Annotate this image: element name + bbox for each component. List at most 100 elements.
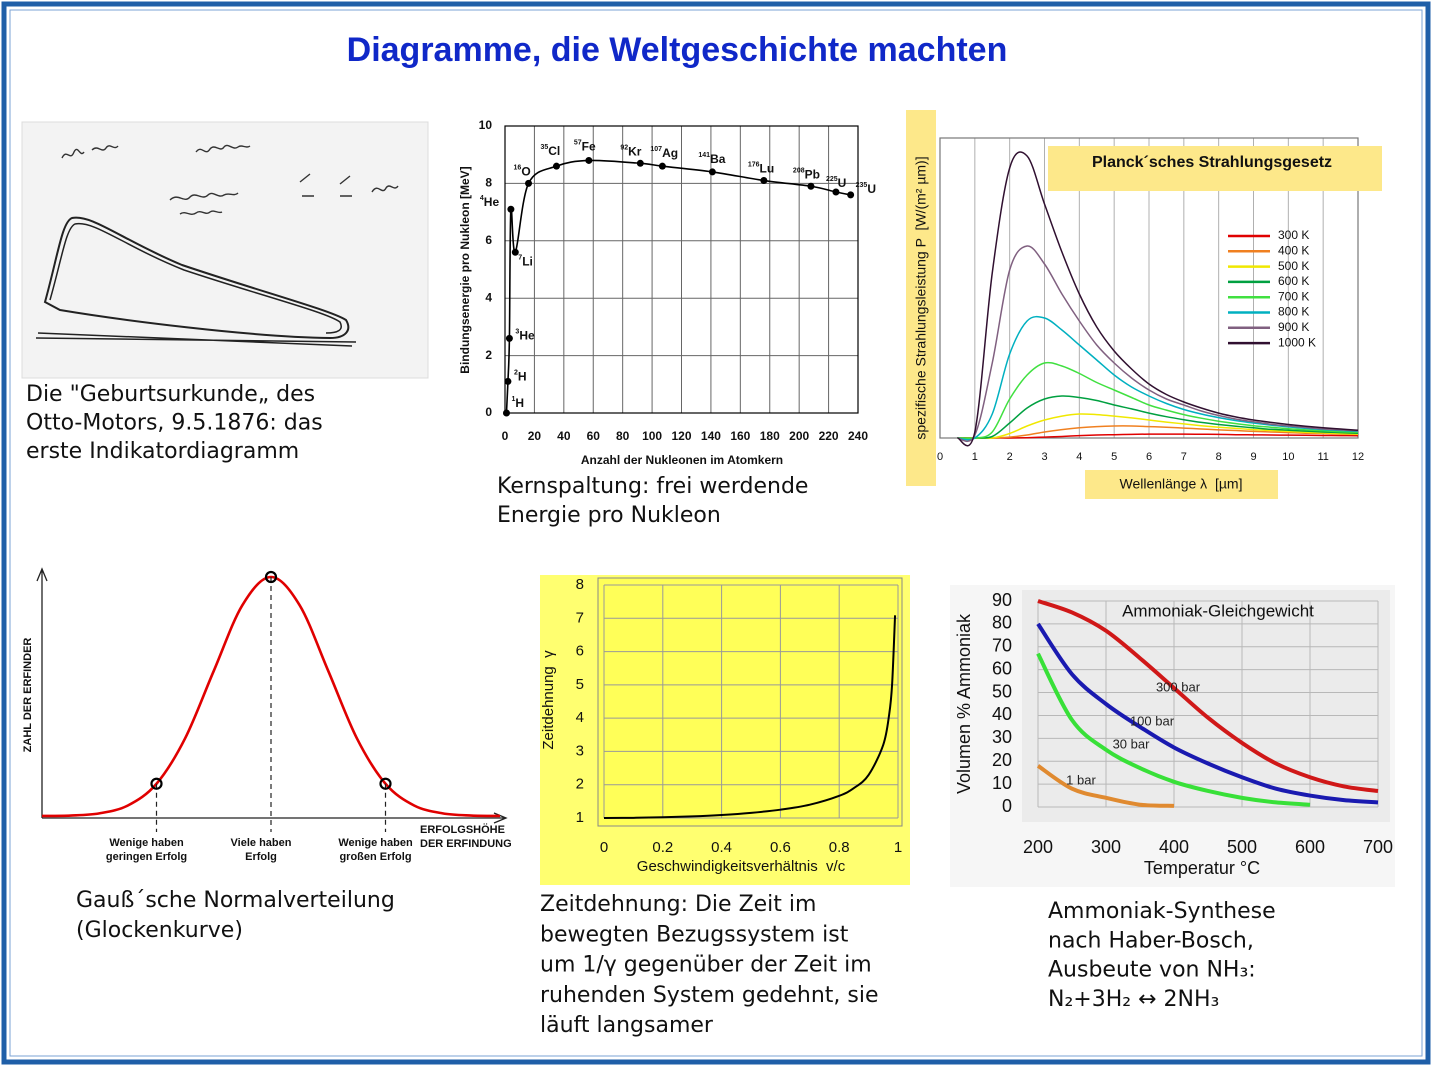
x-tick-label: 200 — [789, 429, 809, 443]
point-label: 225U — [826, 176, 846, 190]
x-tick-label: 0 — [502, 429, 509, 443]
x-tick-label: 400 — [1159, 837, 1189, 857]
y-axis-label: Zeitdehnung γ — [540, 650, 557, 750]
legend-label: 1000 K — [1278, 335, 1316, 349]
caption-line: Gauß´sche Normalverteilung — [76, 888, 395, 913]
y-tick-label: 1 — [576, 809, 584, 826]
caption-line: (Glockenkurve) — [76, 918, 243, 943]
atmospheric-line — [35, 332, 357, 347]
line-series — [1036, 764, 1175, 808]
annotation: Viele haben — [231, 837, 292, 849]
x-axis-label: DER ERFINDUNG — [420, 838, 512, 850]
line-series — [1036, 622, 1379, 805]
mass-number: 225 — [826, 176, 838, 183]
mass-number: 3 — [515, 328, 519, 335]
data-point — [507, 205, 515, 213]
data-point — [807, 182, 815, 190]
y-tick-label: 40 — [992, 704, 1012, 724]
element-symbol: Fe — [582, 140, 596, 154]
line-series — [957, 425, 1359, 439]
line-series — [603, 615, 897, 819]
handwriting — [61, 144, 399, 215]
x-tick-label: 160 — [730, 429, 750, 443]
point-label: 107Ag — [650, 146, 678, 160]
annotation: Erfolg — [245, 851, 277, 863]
title-box — [1048, 146, 1382, 191]
x-axis-label: ERFOLGSHÖHE — [420, 823, 505, 836]
legend-label: 500 K — [1278, 259, 1309, 273]
x-tick-label: 1 — [972, 451, 978, 463]
y-tick-label: 2 — [485, 348, 492, 362]
x-tick-label: 8 — [1216, 451, 1222, 463]
y-tick-label: 20 — [992, 750, 1012, 770]
x-tick-label: 20 — [528, 429, 542, 443]
data-point — [504, 377, 512, 385]
y-tick-label: 6 — [576, 643, 584, 660]
x-tick-label: 2 — [1007, 451, 1013, 463]
y-tick-label: 10 — [992, 773, 1012, 793]
legend-label: 900 K — [1278, 320, 1309, 334]
caption-line: Energie pro Nukleon — [497, 503, 721, 528]
point-label: 7Li — [518, 254, 533, 268]
line-series — [957, 433, 1359, 439]
x-tick-label: 240 — [848, 429, 868, 443]
point-label: 208Pb — [793, 167, 820, 181]
element-symbol: O — [521, 165, 530, 179]
point-label: 3He — [515, 328, 535, 342]
x-tick-label: 6 — [1146, 451, 1152, 463]
element-symbol: Ba — [710, 152, 726, 166]
x-tick-label: 7 — [1181, 451, 1187, 463]
data-point — [511, 248, 519, 256]
x-tick-label: 0.6 — [770, 839, 791, 856]
y-tick-label: 8 — [485, 176, 492, 190]
caption-line: Otto-Motors, 9.5.1876: das — [26, 411, 323, 436]
y-tick-label: 80 — [992, 613, 1012, 633]
data-point — [636, 159, 644, 167]
plot-frame — [939, 137, 1359, 439]
annotation: geringen Erfolg — [106, 851, 187, 863]
x-tick-label: 100 — [642, 429, 662, 443]
y-tick-label: 70 — [992, 636, 1012, 656]
annotation: Wenige haben — [338, 837, 413, 849]
caption-line: erste Indikatordiagramm — [26, 439, 299, 464]
caption-line: läuft langsamer — [540, 1013, 714, 1038]
caption-line: Zeitdehnung: Die Zeit im — [540, 892, 816, 917]
y-tick-label: 2 — [576, 776, 584, 793]
line-series — [957, 361, 1359, 440]
x-tick-label: 600 — [1295, 837, 1325, 857]
x-axis-label: Anzahl der Nukleonen im Atomkern — [581, 453, 783, 467]
caption-line: um 1/γ gegenüber der Zeit im — [540, 953, 872, 978]
mass-number: 1 — [511, 396, 515, 403]
indicator-loop — [43, 216, 350, 340]
data-point — [525, 179, 533, 187]
data-point — [832, 188, 840, 196]
data-point — [708, 168, 716, 176]
sketch-paper — [21, 121, 429, 379]
line-series — [505, 159, 851, 414]
x-tick-label: 0 — [600, 839, 608, 856]
y-tick-label: 7 — [576, 609, 584, 626]
x-tick-label: 120 — [671, 429, 691, 443]
line-series — [956, 151, 1359, 447]
x-tick-label: 5 — [1111, 451, 1117, 463]
y-tick-label: 0 — [485, 405, 492, 419]
series-label: 300 bar — [1156, 679, 1201, 694]
highlight-marker — [264, 570, 278, 584]
point-label: 235U — [856, 182, 876, 196]
chart-title: Planck´sches Strahlungsgesetz — [1092, 154, 1332, 171]
page-title: Diagramme, die Weltgeschichte machten — [347, 31, 1008, 69]
caption-line: N₂+3H₂ ↔ 2NH₃ — [1048, 987, 1219, 1012]
element-symbol: Li — [522, 254, 533, 268]
line-series — [1036, 652, 1311, 807]
data-point — [505, 334, 513, 342]
annotation: großen Erfolg — [339, 851, 411, 863]
legend-label: 800 K — [1278, 305, 1309, 319]
x-axis-label: Wellenlänge λ [µm] — [1120, 476, 1243, 492]
caption-line: Die "Geburtsurkunde„ des — [26, 382, 315, 407]
y-tick-label: 4 — [485, 290, 492, 304]
legend-label: 600 K — [1278, 274, 1309, 288]
data-point — [760, 177, 768, 185]
data-point — [502, 409, 510, 417]
mass-number: 141 — [698, 152, 710, 159]
